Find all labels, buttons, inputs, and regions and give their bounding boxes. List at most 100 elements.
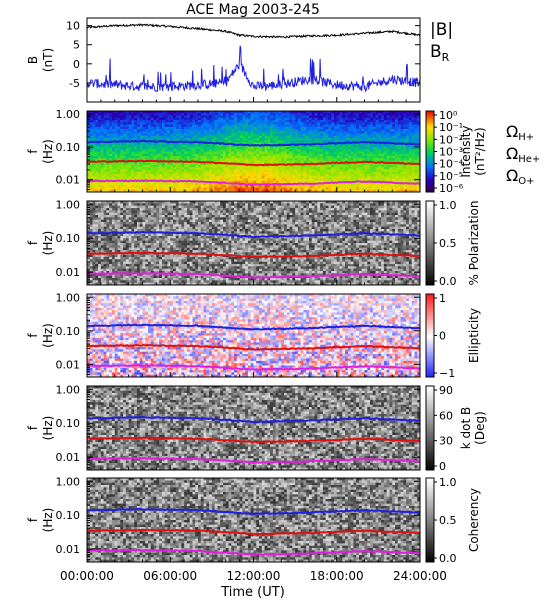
heatmap-cell — [181, 126, 185, 130]
heatmap-cell — [148, 120, 152, 123]
heatmap-cell — [303, 176, 307, 179]
heatmap-cell — [225, 187, 230, 191]
heatmap-cell — [325, 176, 329, 179]
heatmap-cell — [167, 158, 171, 161]
heatmap-cell — [148, 156, 152, 159]
heatmap-cell — [250, 124, 254, 128]
heatmap-cell — [328, 122, 332, 125]
heatmap-cell — [375, 169, 379, 173]
heatmap-cell — [114, 156, 119, 159]
heatmap-cell — [289, 140, 293, 143]
heatmap-cell — [128, 153, 132, 157]
heatmap-cell — [286, 158, 291, 161]
heatmap-cell — [131, 142, 135, 146]
heatmap-cell — [209, 138, 213, 141]
heatmap-cell — [264, 187, 268, 191]
heatmap-cell — [322, 185, 327, 188]
heatmap-cell — [87, 176, 91, 179]
heatmap-cell — [364, 142, 368, 146]
heatmap-cell — [153, 147, 157, 150]
heatmap-cell — [103, 120, 107, 123]
heatmap-cell — [159, 115, 163, 119]
heatmap-cell — [275, 185, 279, 188]
heatmap-cell — [100, 117, 105, 121]
heatmap-cell — [109, 153, 113, 157]
heatmap-cell — [295, 117, 299, 121]
heatmap-cell — [189, 171, 193, 175]
heatmap-cell — [242, 149, 246, 152]
heatmap-cell — [281, 174, 285, 177]
heatmap-cell — [225, 151, 230, 155]
heatmap-cell — [184, 185, 188, 188]
heatmap-cell — [317, 174, 321, 177]
heatmap-cell — [153, 165, 157, 168]
heatmap-cell — [358, 129, 363, 132]
heatmap-cell — [336, 174, 341, 177]
heatmap-cell — [128, 149, 132, 152]
heatmap-cell — [173, 133, 177, 137]
heatmap-cell — [156, 111, 160, 114]
heatmap-cell — [347, 165, 352, 168]
heatmap-cell — [270, 138, 274, 141]
heatmap-cell — [372, 147, 377, 150]
heatmap-cell — [295, 158, 299, 161]
heatmap-cell — [175, 138, 180, 141]
heatmap-cell — [175, 124, 180, 128]
heatmap-cell — [292, 189, 296, 193]
heatmap-cell — [195, 158, 199, 161]
heatmap-cell — [367, 176, 371, 179]
heatmap-cell — [270, 122, 274, 125]
heatmap-cell — [383, 138, 388, 141]
heatmap-cell — [328, 183, 332, 186]
heatmap-cell — [303, 124, 307, 128]
heatmap-cell — [198, 165, 202, 168]
heatmap-cell — [209, 183, 213, 186]
heatmap-cell — [383, 131, 388, 134]
heatmap-cell — [381, 144, 385, 148]
heatmap-cell — [156, 115, 160, 119]
heatmap-cell — [272, 185, 277, 188]
heatmap-cell — [361, 158, 365, 161]
heatmap-cell — [367, 171, 371, 175]
heatmap-cell — [134, 122, 138, 125]
heatmap-cell — [178, 176, 182, 179]
heatmap-cell — [286, 189, 291, 193]
heatmap-cell — [347, 183, 352, 186]
heatmap-cell — [214, 153, 218, 157]
heatmap-cell — [239, 176, 243, 179]
heatmap-cell — [264, 189, 268, 193]
heatmap-cell — [139, 187, 143, 191]
heatmap-cell — [309, 138, 313, 141]
heatmap-cell — [161, 185, 166, 188]
heatmap-cell — [317, 115, 321, 119]
heatmap-cell — [286, 180, 291, 184]
heatmap-cell — [367, 156, 371, 159]
heatmap-cell — [164, 115, 168, 119]
heatmap-cell — [386, 158, 390, 161]
heatmap-cell — [231, 189, 235, 193]
heatmap-cell — [178, 111, 182, 114]
heatmap-cell — [353, 187, 357, 191]
heatmap-cell — [106, 174, 110, 177]
heatmap-cell — [372, 133, 377, 137]
heatmap-cell — [159, 135, 163, 139]
heatmap-cell — [192, 126, 196, 130]
heatmap-cell — [186, 176, 191, 179]
heatmap-cell — [361, 156, 365, 159]
heatmap-cell — [309, 189, 313, 193]
heatmap-cell — [92, 187, 96, 191]
heatmap-cell — [220, 140, 224, 143]
heatmap-cell — [358, 187, 363, 191]
heatmap-cell — [372, 115, 377, 119]
heatmap-cell — [89, 144, 94, 148]
heatmap-cell — [270, 167, 274, 170]
heatmap-cell — [259, 138, 263, 141]
heatmap-cell — [178, 189, 182, 193]
heatmap-cell — [195, 178, 199, 182]
heatmap-cell — [242, 113, 246, 116]
heatmap-cell — [131, 131, 135, 134]
heatmap-cell — [181, 111, 185, 114]
heatmap-cell — [234, 138, 238, 141]
heatmap-cell — [217, 183, 221, 186]
heatmap-cell — [317, 140, 321, 143]
